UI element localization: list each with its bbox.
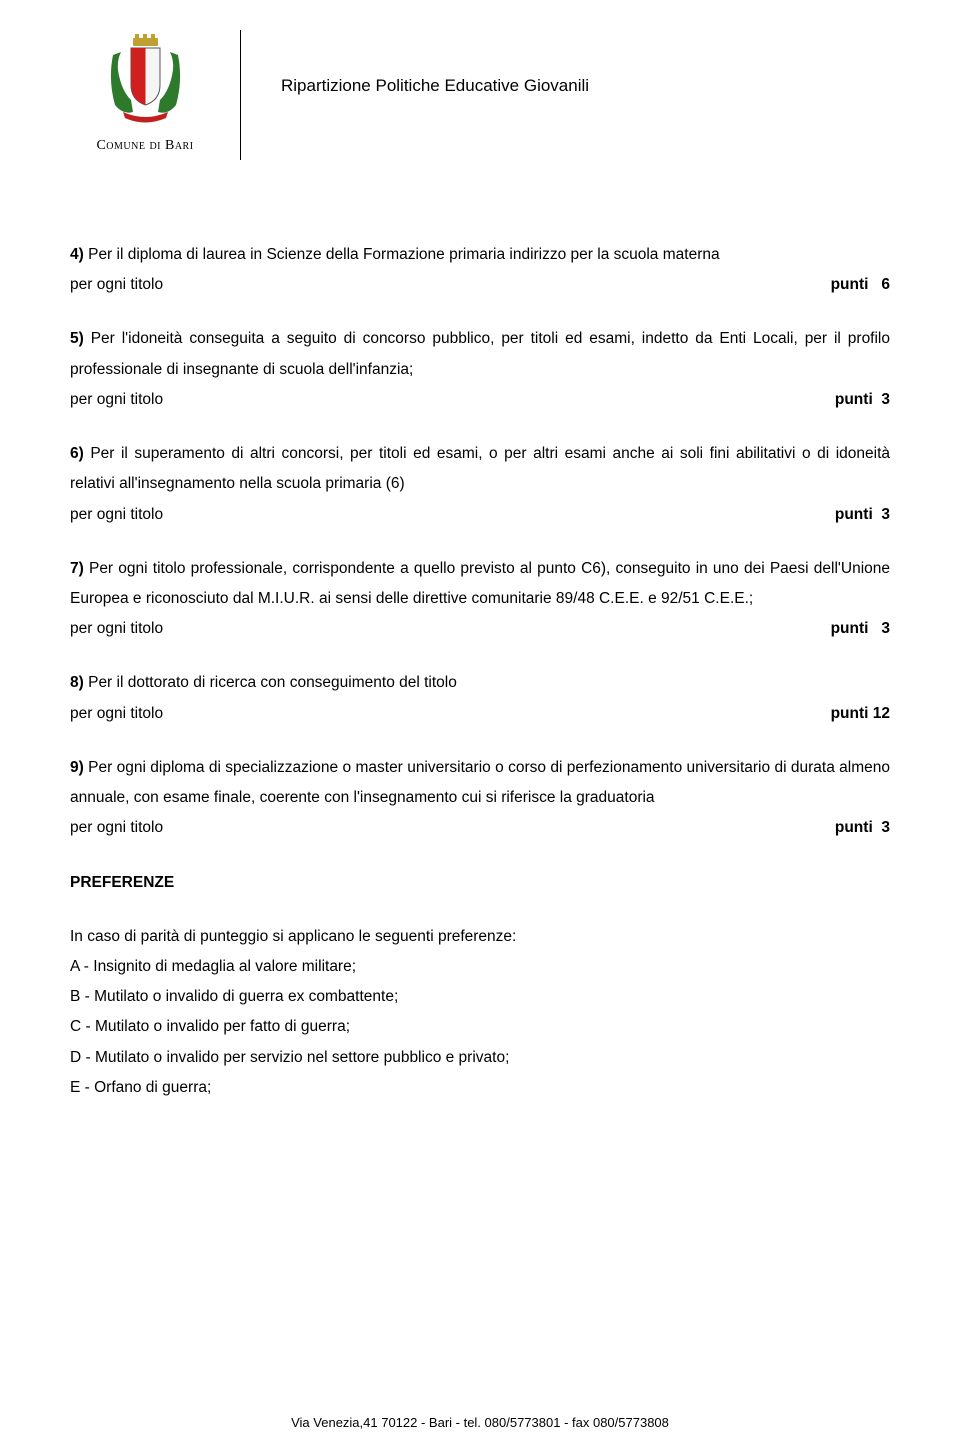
entry-8: 8) Per il dottorato di ricerca con conse… [70, 668, 890, 728]
pref-item-d: D - Mutilato o invalido per servizio nel… [70, 1043, 890, 1073]
entry-7-points: punti 3 [831, 614, 890, 644]
entry-6-num: 6) [70, 445, 84, 462]
entry-8-num: 8) [70, 674, 84, 691]
entry-6-points: punti 3 [835, 500, 890, 530]
crest-column: Comune di Bari [70, 30, 220, 154]
letterhead: Comune di Bari Ripartizione Politiche Ed… [70, 30, 890, 160]
pref-item-b: B - Mutilato o invalido di guerra ex com… [70, 982, 890, 1012]
entry-4-num: 4) [70, 246, 84, 263]
entry-5-per: per ogni titolo [70, 385, 163, 415]
entry-4-text: 4) Per il diploma di laurea in Scienze d… [70, 240, 890, 270]
entry-8-score: per ogni titolo punti 12 [70, 699, 890, 729]
entry-4-score: per ogni titolo punti 6 [70, 270, 890, 300]
entry-7: 7) Per ogni titolo professionale, corris… [70, 554, 890, 645]
entry-8-points: punti 12 [831, 699, 890, 729]
entry-4: 4) Per il diploma di laurea in Scienze d… [70, 240, 890, 300]
entry-8-text: 8) Per il dottorato di ricerca con conse… [70, 668, 890, 698]
entry-7-num: 7) [70, 560, 84, 577]
entry-9-score: per ogni titolo punti 3 [70, 813, 890, 843]
pref-item-c: C - Mutilato o invalido per fatto di gue… [70, 1012, 890, 1042]
entry-7-text: 7) Per ogni titolo professionale, corris… [70, 554, 890, 614]
entry-9-num: 9) [70, 759, 84, 776]
entry-9-text: 9) Per ogni diploma di specializzazione … [70, 753, 890, 813]
department-title: Ripartizione Politiche Educative Giovani… [281, 30, 589, 96]
entry-5-score: per ogni titolo punti 3 [70, 385, 890, 415]
entry-5-points: punti 3 [835, 385, 890, 415]
header-divider [240, 30, 241, 160]
preferences-intro: In caso di parità di punteggio si applic… [70, 922, 890, 952]
entry-5-num: 5) [70, 330, 84, 347]
entry-4-points: punti 6 [831, 270, 890, 300]
entry-6-per: per ogni titolo [70, 500, 163, 530]
entry-8-per: per ogni titolo [70, 699, 163, 729]
pref-item-e: E - Orfano di guerra; [70, 1073, 890, 1103]
entry-5: 5) Per l'idoneità conseguita a seguito d… [70, 324, 890, 415]
entry-7-score: per ogni titolo punti 3 [70, 614, 890, 644]
pref-item-a: A - Insignito di medaglia al valore mili… [70, 952, 890, 982]
entry-6: 6) Per il superamento di altri concorsi,… [70, 439, 890, 530]
entry-6-text: 6) Per il superamento di altri concorsi,… [70, 439, 890, 499]
entry-9-points: punti 3 [835, 813, 890, 843]
entry-4-per: per ogni titolo [70, 270, 163, 300]
entry-5-text: 5) Per l'idoneità conseguita a seguito d… [70, 324, 890, 384]
preferences-heading: PREFERENZE [70, 868, 890, 898]
document-body: 4) Per il diploma di laurea in Scienze d… [70, 240, 890, 1103]
preferences-block: In caso di parità di punteggio si applic… [70, 922, 890, 1103]
entry-9-per: per ogni titolo [70, 813, 163, 843]
entry-7-per: per ogni titolo [70, 614, 163, 644]
comune-name: Comune di Bari [96, 138, 193, 154]
page-container: Comune di Bari Ripartizione Politiche Ed… [0, 0, 960, 1123]
entry-6-score: per ogni titolo punti 3 [70, 500, 890, 530]
comune-crest-icon [103, 30, 188, 130]
page-footer: Via Venezia,41 70122 - Bari - tel. 080/5… [0, 1415, 960, 1430]
entry-9: 9) Per ogni diploma di specializzazione … [70, 753, 890, 844]
